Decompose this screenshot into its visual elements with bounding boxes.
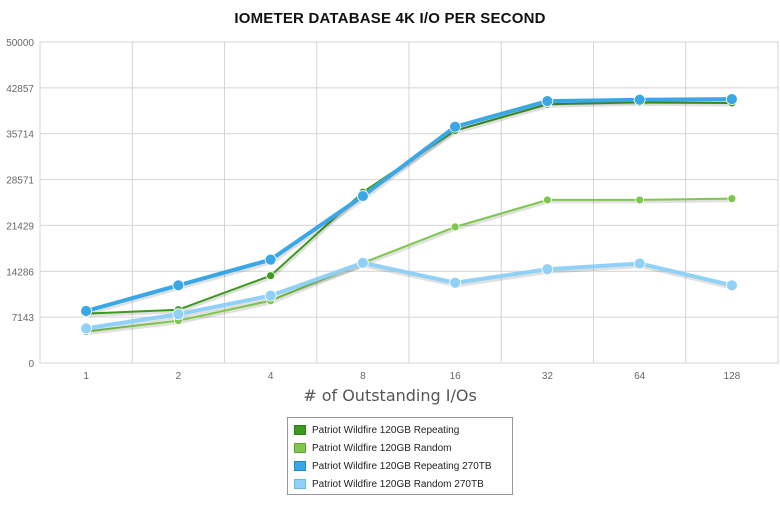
x-tick-label: 8 <box>360 371 366 382</box>
x-tick-label: 1 <box>83 371 89 382</box>
legend-item: Patriot Wildfire 120GB Random 270TB <box>294 475 506 493</box>
legend: Patriot Wildfire 120GB Repeating Patriot… <box>287 417 513 495</box>
x-tick-label: 4 <box>268 371 274 382</box>
y-tick-label: 0 <box>28 359 34 370</box>
data-point <box>633 257 646 270</box>
x-axis-label: # of Outstanding I/Os <box>303 386 477 405</box>
data-point <box>449 276 462 289</box>
legend-label: Patriot Wildfire 120GB Repeating <box>312 424 460 436</box>
legend-swatch <box>294 425 306 435</box>
series-line <box>85 197 733 333</box>
data-point <box>264 289 277 302</box>
y-tick-label: 7143 <box>12 313 35 324</box>
data-point <box>266 271 276 281</box>
x-tick-label: 2 <box>176 371 182 382</box>
data-point <box>727 194 737 204</box>
legend-label: Patriot Wildfire 120GB Random <box>312 442 452 454</box>
data-point <box>80 305 93 317</box>
y-tick-label: 28571 <box>6 176 34 187</box>
series-lines <box>80 93 738 336</box>
data-point <box>356 190 369 202</box>
data-point <box>356 256 369 269</box>
y-tick-label: 14286 <box>6 267 34 278</box>
y-tick-label: 50000 <box>6 38 34 49</box>
data-point <box>725 93 738 106</box>
x-tick-label: 64 <box>634 371 646 382</box>
legend-swatch <box>294 461 306 471</box>
series-line-shadow <box>85 102 735 318</box>
legend-item: Patriot Wildfire 120GB Repeating <box>294 421 506 439</box>
y-axis-ticks: 0 7143 14286 21429 28571 35714 42857 50000 <box>6 38 34 370</box>
legend-swatch <box>294 443 306 453</box>
x-tick-label: 32 <box>542 371 554 382</box>
y-tick-label: 42857 <box>6 84 34 95</box>
legend-item: Patriot Wildfire 120GB Random <box>294 439 506 457</box>
data-point <box>541 263 554 276</box>
y-tick-label: 35714 <box>6 130 34 141</box>
data-point <box>633 93 646 106</box>
data-point <box>264 253 277 266</box>
x-tick-label: 16 <box>450 371 462 382</box>
chart-title: IOMETER DATABASE 4K I/O PER SECOND <box>234 10 546 27</box>
series-4 <box>80 256 738 335</box>
data-point <box>172 279 185 292</box>
data-point <box>635 195 645 205</box>
series-3 <box>80 93 738 317</box>
series-line <box>84 97 734 313</box>
x-tick-label: 128 <box>724 371 741 382</box>
series-line-shadow <box>85 199 735 336</box>
data-point <box>450 222 460 232</box>
series-line-shadow <box>84 98 736 316</box>
x-axis-ticks: 1 2 4 8 16 32 64 128 <box>83 371 740 382</box>
data-point <box>172 308 185 321</box>
series-line <box>84 260 734 331</box>
data-point <box>542 195 552 205</box>
legend-label: Patriot Wildfire 120GB Repeating 270TB <box>312 460 492 472</box>
data-point <box>80 322 93 335</box>
data-point <box>541 95 554 107</box>
data-point <box>449 120 462 133</box>
legend-label: Patriot Wildfire 120GB Random 270TB <box>312 478 484 490</box>
legend-swatch <box>294 479 306 489</box>
y-tick-label: 21429 <box>6 221 34 232</box>
data-point <box>725 279 738 292</box>
legend-item: Patriot Wildfire 120GB Repeating 270TB <box>294 457 506 475</box>
